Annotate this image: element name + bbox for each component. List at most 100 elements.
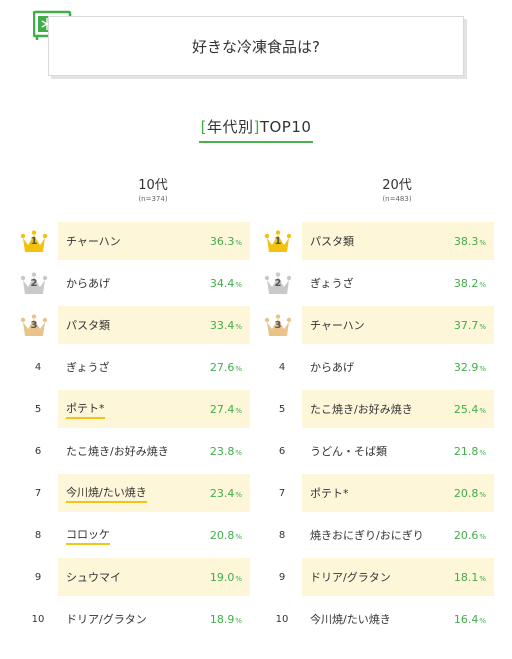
item-name: 焼きおにぎり/おにぎり bbox=[310, 529, 424, 542]
sample-size: (n=483) bbox=[382, 195, 412, 203]
rank: 9 bbox=[262, 556, 302, 598]
percentage-value: 38.3 bbox=[453, 234, 479, 248]
percentage-value: 37.7 bbox=[453, 318, 479, 332]
item-percentage: 38.3% bbox=[454, 235, 486, 248]
item-percentage: 21.8% bbox=[454, 445, 486, 458]
item-name: シュウマイ bbox=[66, 571, 121, 584]
rank: 3 bbox=[18, 304, 58, 346]
item-cell: うどん・そば類 21.8% bbox=[302, 432, 494, 470]
item-name: パスタ類 bbox=[66, 319, 110, 332]
item-name: ぎょうざ bbox=[66, 361, 110, 374]
item-cell: コロッケ 20.8% bbox=[58, 516, 250, 554]
list-item: 9 シュウマイ 19.0% bbox=[18, 556, 253, 598]
item-cell: ぎょうざ 38.2% bbox=[302, 264, 494, 302]
rank-number: 8 bbox=[278, 529, 286, 541]
item-cell: たこ焼き/お好み焼き 23.8% bbox=[58, 432, 250, 470]
item-name: ぎょうざ bbox=[310, 277, 354, 290]
rank-number: 4 bbox=[34, 361, 42, 373]
rank: 3 bbox=[262, 304, 302, 346]
item-name: うどん・そば類 bbox=[310, 445, 387, 458]
column-20s: 20代 (n=483) 1 パスタ類 38.3% 2 ぎょうざ 38.2% 3 チャーハン 37… bbox=[262, 178, 497, 626]
list-item: 1 パスタ類 38.3% bbox=[262, 220, 497, 262]
percentage-value: 20.6 bbox=[453, 528, 479, 542]
item-percentage: 18.9% bbox=[210, 613, 242, 626]
percentage-unit: % bbox=[235, 490, 242, 499]
item-cell: ドリア/グラタン 18.9% bbox=[58, 600, 250, 638]
list-item: 7 ポテト* 20.8% bbox=[262, 472, 497, 514]
rank-number: 7 bbox=[278, 487, 286, 499]
percentage-value: 20.8 bbox=[453, 486, 479, 500]
ranking-list: 1 パスタ類 38.3% 2 ぎょうざ 38.2% 3 チャーハン 37.7% 4 からあげ 32.9… bbox=[262, 220, 497, 640]
rank-number: 10 bbox=[275, 613, 289, 625]
list-item: 4 ぎょうざ 27.6% bbox=[18, 346, 253, 388]
rank: 10 bbox=[18, 598, 58, 640]
crown-icon bbox=[20, 272, 48, 294]
item-cell: シュウマイ 19.0% bbox=[58, 558, 250, 596]
rank: 1 bbox=[18, 220, 58, 262]
rank-number: 10 bbox=[31, 613, 45, 625]
item-cell: たこ焼き/お好み焼き 25.4% bbox=[302, 390, 494, 428]
item-cell: 焼きおにぎり/おにぎり 20.6% bbox=[302, 516, 494, 554]
column-title: 20代 bbox=[382, 178, 412, 193]
rank-number: 3 bbox=[30, 320, 38, 331]
percentage-value: 21.8 bbox=[453, 444, 479, 458]
column-title: 10代 bbox=[138, 178, 168, 193]
list-item: 9 ドリア/グラタン 18.1% bbox=[262, 556, 497, 598]
rank: 8 bbox=[18, 514, 58, 556]
item-cell: ポテト* 20.8% bbox=[302, 474, 494, 512]
crown-icon bbox=[264, 272, 292, 294]
rank: 2 bbox=[18, 262, 58, 304]
percentage-value: 18.1 bbox=[453, 570, 479, 584]
crown-icon bbox=[264, 230, 292, 252]
rank: 5 bbox=[262, 388, 302, 430]
item-percentage: 16.4% bbox=[454, 613, 486, 626]
percentage-value: 27.6 bbox=[209, 360, 235, 374]
percentage-unit: % bbox=[235, 448, 242, 457]
item-name: ドリア/グラタン bbox=[66, 613, 147, 626]
percentage-value: 33.4 bbox=[209, 318, 235, 332]
percentage-value: 25.4 bbox=[453, 402, 479, 416]
item-cell: からあげ 32.9% bbox=[302, 348, 494, 386]
item-name: ドリア/グラタン bbox=[310, 571, 391, 584]
percentage-unit: % bbox=[479, 616, 486, 625]
item-percentage: 25.4% bbox=[454, 403, 486, 416]
rank: 7 bbox=[18, 472, 58, 514]
item-percentage: 23.8% bbox=[210, 445, 242, 458]
percentage-value: 19.0 bbox=[209, 570, 235, 584]
rank-number: 1 bbox=[30, 236, 38, 247]
rank-number: 1 bbox=[274, 236, 282, 247]
item-percentage: 18.1% bbox=[454, 571, 486, 584]
item-percentage: 37.7% bbox=[454, 319, 486, 332]
list-item: 6 たこ焼き/お好み焼き 23.8% bbox=[18, 430, 253, 472]
list-item: 8 焼きおにぎり/おにぎり 20.6% bbox=[262, 514, 497, 556]
percentage-unit: % bbox=[479, 322, 486, 331]
rank: 6 bbox=[262, 430, 302, 472]
rank-number: 2 bbox=[30, 278, 38, 289]
ranking-list: 1 チャーハン 36.3% 2 からあげ 34.4% 3 パスタ類 33.4% 4 ぎょうざ 27.6… bbox=[18, 220, 253, 640]
list-item: 10 今川焼/たい焼き 16.4% bbox=[262, 598, 497, 640]
list-item: 6 うどん・そば類 21.8% bbox=[262, 430, 497, 472]
item-percentage: 20.6% bbox=[454, 529, 486, 542]
percentage-value: 32.9 bbox=[453, 360, 479, 374]
rank: 6 bbox=[18, 430, 58, 472]
percentage-value: 16.4 bbox=[453, 612, 479, 626]
heading-bracket-open: [ bbox=[200, 118, 207, 136]
page-title: 好きな冷凍食品は? bbox=[192, 37, 320, 56]
percentage-value: 36.3 bbox=[209, 234, 235, 248]
item-name: からあげ bbox=[310, 361, 354, 374]
percentage-unit: % bbox=[479, 448, 486, 457]
item-name: 今川焼/たい焼き bbox=[66, 484, 147, 503]
rank-number: 9 bbox=[278, 571, 286, 583]
item-cell: パスタ類 38.3% bbox=[302, 222, 494, 260]
percentage-unit: % bbox=[235, 616, 242, 625]
rank: 4 bbox=[18, 346, 58, 388]
item-name: 今川焼/たい焼き bbox=[310, 613, 391, 626]
rank: 9 bbox=[18, 556, 58, 598]
crown-icon bbox=[264, 314, 292, 336]
sample-size: (n=374) bbox=[138, 195, 168, 203]
item-cell: 今川焼/たい焼き 16.4% bbox=[302, 600, 494, 638]
column-10s: 10代 (n=374) 1 チャーハン 36.3% 2 からあげ 34.4% 3 パスタ類 33… bbox=[18, 178, 253, 626]
item-name: コロッケ bbox=[66, 526, 110, 545]
item-name: チャーハン bbox=[66, 235, 121, 248]
rank: 10 bbox=[262, 598, 302, 640]
